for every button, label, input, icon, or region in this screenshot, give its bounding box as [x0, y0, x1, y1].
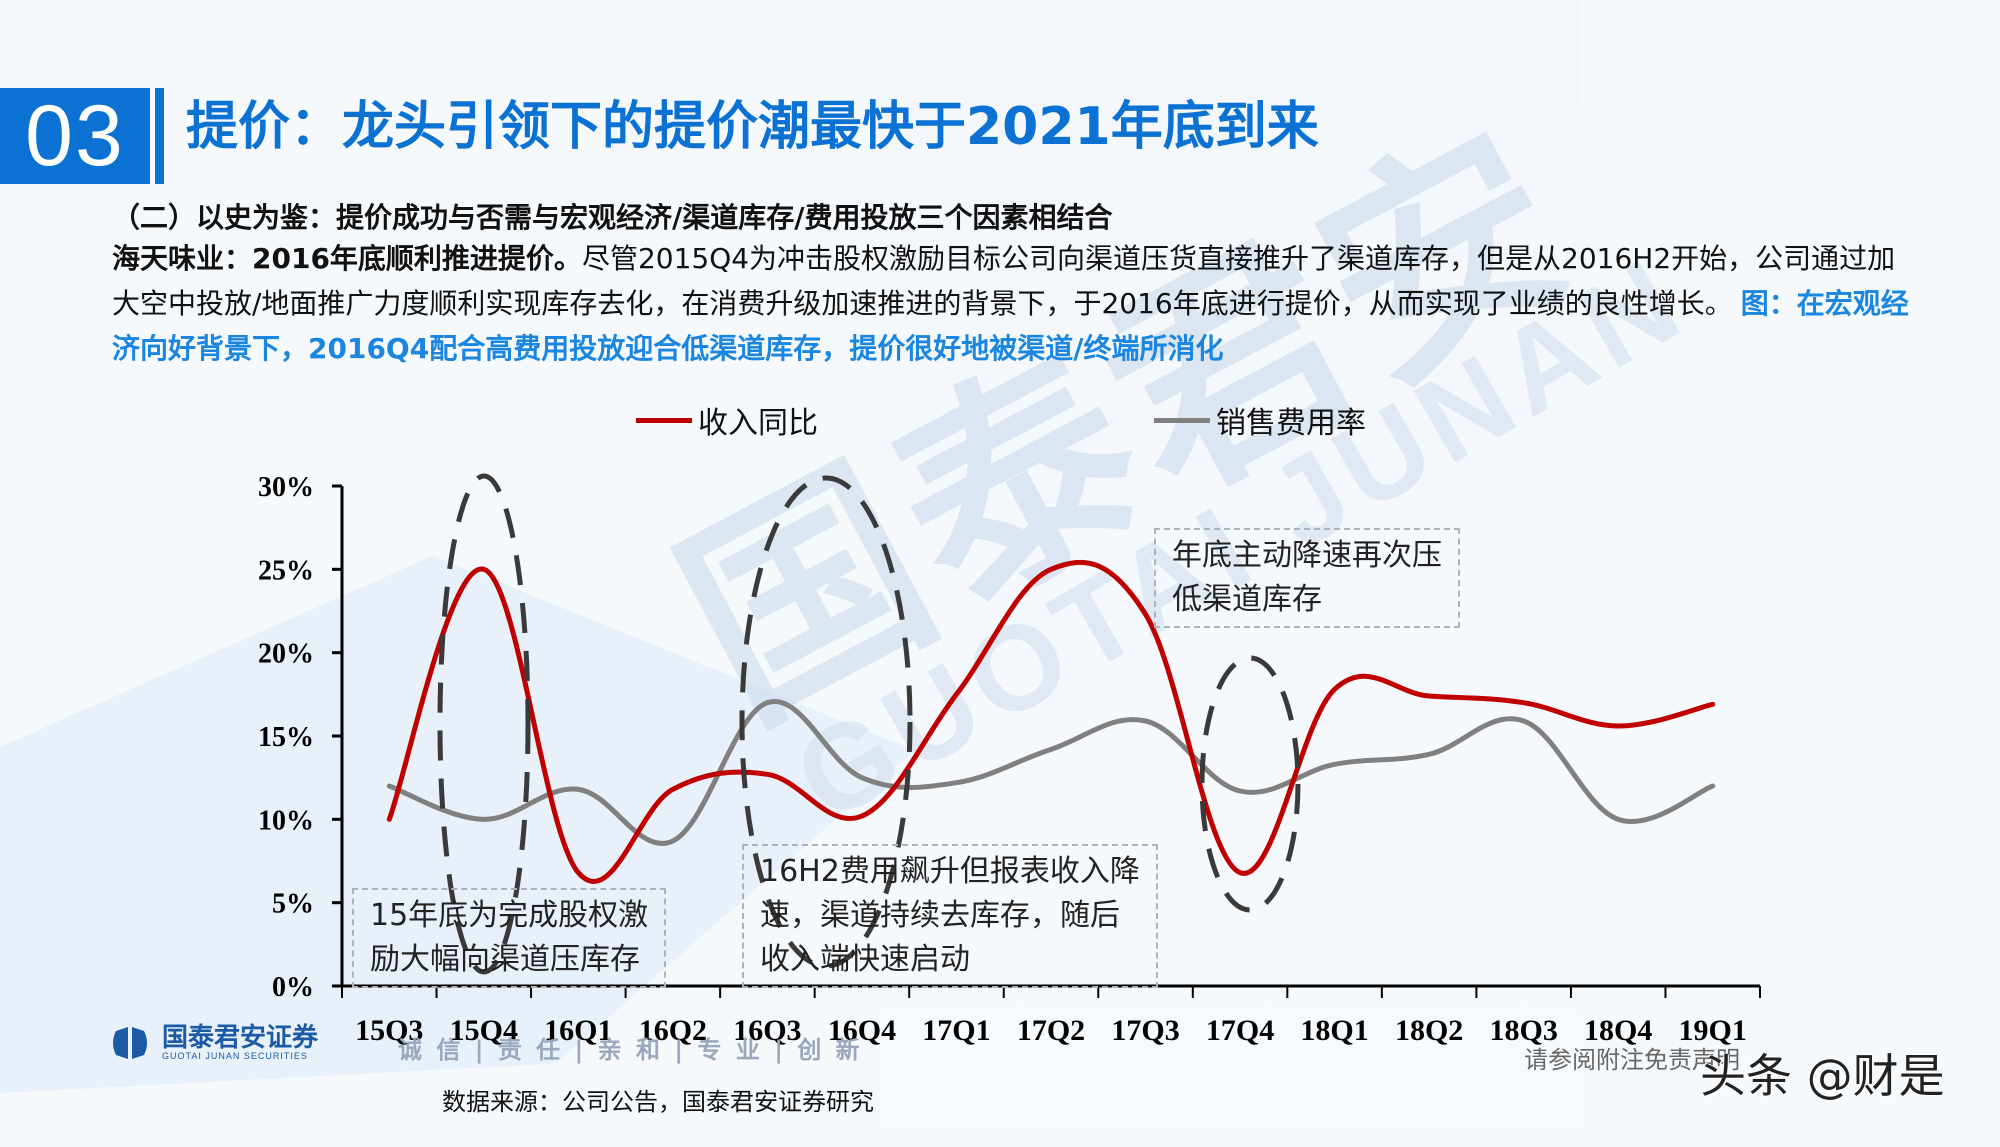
- y-tick-label: 30%: [258, 472, 314, 503]
- y-tick-label: 15%: [258, 722, 314, 753]
- body-paragraph: 海天味业：2016年底顺利推进提价。尽管2015Q4为冲击股权激励目标公司向渠道…: [112, 236, 1912, 371]
- legend-item-expense: 销售费用率: [1154, 398, 1366, 442]
- x-tick-label: 17Q3: [1111, 1014, 1179, 1047]
- legend-item-revenue: 收入同比: [636, 398, 818, 442]
- figure-caption: 图：在宏观经济向好背景下，2016Q4配合高费用投放迎合低渠道库存，提价很好地被…: [112, 287, 1909, 365]
- x-tick-label: 16Q4: [828, 1014, 896, 1047]
- legend-label-revenue: 收入同比: [698, 406, 818, 441]
- x-tick-label: 18Q4: [1584, 1014, 1652, 1047]
- x-tick-label: 18Q3: [1489, 1014, 1557, 1047]
- annotation-box-15q4: 15年底为完成股权激 励大幅向渠道压库存: [352, 888, 667, 988]
- legend-label-expense: 销售费用率: [1216, 406, 1366, 441]
- page-title: 提价：龙头引领下的提价潮最快于2021年底到来: [186, 97, 1319, 157]
- company-logo: 国泰君安证券 GUOTAI JUNAN SECURITIES: [108, 1025, 318, 1061]
- selling-expense-ratio-line: [386, 698, 1716, 846]
- x-tick-label: 15Q3: [355, 1014, 423, 1047]
- y-tick-label: 10%: [258, 805, 314, 836]
- company-motto: 诚 信 | 责 任 | 亲 和 | 专 业 | 创 新: [398, 1036, 863, 1064]
- x-tick-label: 18Q2: [1395, 1014, 1463, 1047]
- company-name: 国泰君安证券: [162, 1023, 319, 1053]
- y-tick-label: 0%: [272, 972, 314, 1003]
- data-source: 数据来源：公司公告，国泰君安证券研究: [442, 1088, 874, 1116]
- x-tick-label: 16Q2: [639, 1014, 707, 1047]
- highlight-ellipse-16h2: [739, 475, 913, 969]
- subheading: （二）以史为鉴：提价成功与否需与宏观经济/渠道库存/费用投放三个因素相结合: [112, 201, 1113, 234]
- x-tick-label: 17Q2: [1017, 1014, 1085, 1047]
- y-tick-label: 25%: [258, 555, 314, 586]
- company-name-en: GUOTAI JUNAN SECURITIES: [162, 1051, 308, 1061]
- x-tick-label: 18Q1: [1300, 1014, 1368, 1047]
- x-tick-label: 19Q1: [1679, 1014, 1747, 1047]
- platform-watermark: 头条 @财是: [1700, 1049, 1945, 1103]
- paragraph-lead: 海天味业：2016年底顺利推进提价。: [112, 242, 582, 275]
- section-number-badge: 03: [0, 88, 150, 184]
- revenue-yoy-line: [386, 559, 1716, 884]
- x-tick-label: 16Q1: [544, 1014, 612, 1047]
- annotation-box-16h2: 16H2费用飙升但报表收入降 速，渠道持续去库存，随后 收入端快速启动: [742, 844, 1158, 988]
- logo-icon: [108, 1025, 152, 1061]
- highlight-ellipse-17q4: [1199, 655, 1301, 913]
- x-tick-label: 16Q3: [733, 1014, 801, 1047]
- highlight-ellipse-15q4: [437, 473, 531, 975]
- legend-swatch-gray: [1154, 417, 1210, 423]
- legend-swatch-red: [636, 417, 692, 423]
- x-tick-label: 15Q4: [450, 1014, 518, 1047]
- paragraph-text: 尽管2015Q4为冲击股权激励目标公司向渠道压货直接推升了渠道库存，但是从201…: [112, 242, 1896, 320]
- y-tick-label: 5%: [272, 889, 314, 920]
- y-tick-label: 20%: [258, 639, 314, 670]
- x-tick-label: 17Q4: [1206, 1014, 1274, 1047]
- annotation-box-17q4: 年底主动降速再次压 低渠道库存: [1154, 528, 1460, 628]
- x-tick-label: 17Q1: [922, 1014, 990, 1047]
- disclaimer-note: 请参阅附注免责声明: [1524, 1046, 1740, 1074]
- title-divider: [155, 88, 164, 184]
